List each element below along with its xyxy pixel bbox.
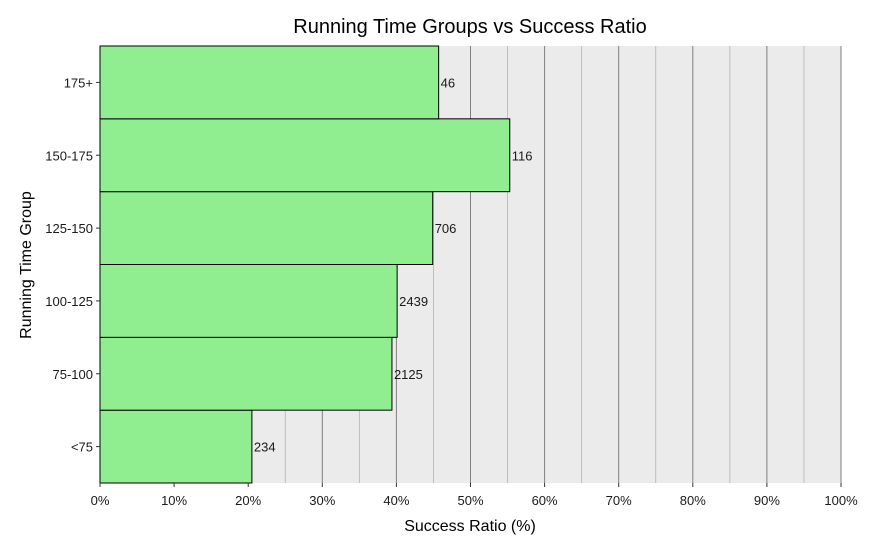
x-tick-label: 30% [309,493,335,508]
data-label: 116 [512,148,533,163]
data-label: 706 [435,221,457,236]
y-tick-label: 100-125 [45,294,93,309]
bar-125-150 [99,191,434,266]
chart-title: Running Time Groups vs Success Ratio [293,16,647,38]
x-tick-label: 60% [532,493,558,508]
y-tick-label: 175+ [64,75,93,90]
x-tick-label: 0% [91,493,110,508]
bar-<75 [99,409,253,484]
y-axis: <75 75-100 100-125 125-150 150-175 175+ [45,75,100,455]
bar-100-125 [99,264,398,338]
data-label: 234 [254,440,276,455]
x-tick-label: 10% [161,493,187,508]
x-tick-label: 40% [383,493,409,508]
x-axis-title: Success Ratio (%) [404,518,536,535]
y-tick-label: 150-175 [45,148,93,163]
data-label: 2439 [399,294,428,309]
y-tick-label: 75-100 [53,367,93,382]
x-tick-label: 90% [754,493,780,508]
bar-175+ [99,45,440,120]
y-tick-label: <75 [71,440,93,455]
y-tick-label: 125-150 [45,221,93,236]
x-tick-label: 70% [606,493,632,508]
x-tick-label: 100% [824,493,858,508]
x-tick-label: 50% [457,493,483,508]
x-tick-label: 80% [680,493,706,508]
x-tick-label: 20% [235,493,261,508]
data-label: 2125 [394,367,423,382]
y-axis-title: Running Time Group [18,191,35,339]
bars-group [99,45,511,484]
bar-75-100 [99,336,393,411]
bar-150-175 [99,118,511,193]
data-labels-group: 234 2125 2439 706 116 46 [254,75,533,454]
x-axis: 0% 10% 20% 30% 40% 50% 60% 70% 80% 90% 100% [91,483,858,508]
data-label: 46 [441,75,455,90]
